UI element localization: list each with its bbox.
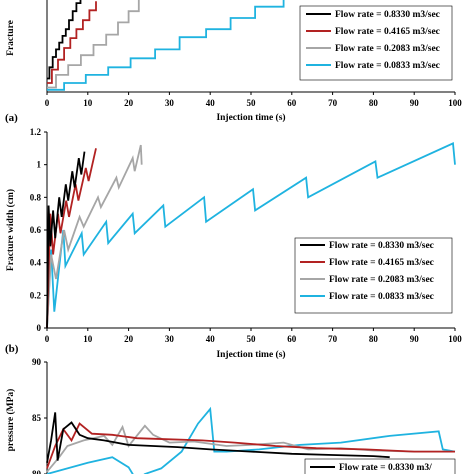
- panel-a-x-label: Injection time (s): [216, 112, 285, 123]
- legend-entry-label: Flow rate = 0.2083 m3/sec: [329, 275, 434, 285]
- series-line-cyan: [46, 406, 456, 474]
- x-tick-label: 30: [165, 98, 175, 108]
- x-tick-label: 50: [247, 334, 257, 344]
- series-line-gray: [47, 0, 140, 89]
- x-tick-label: 70: [328, 98, 338, 108]
- x-tick-label: 10: [83, 334, 93, 344]
- y-tick-label: 90: [32, 357, 42, 367]
- series-line-red: [46, 422, 455, 469]
- series-line-black: [46, 151, 86, 329]
- x-tick-label: 0: [45, 98, 50, 108]
- panel-b-y-label: Fracture width (cm): [5, 189, 16, 271]
- x-tick-label: 60: [287, 98, 297, 108]
- panel-c-legend: [304, 458, 456, 474]
- x-tick-label: 90: [410, 98, 420, 108]
- series-line-red: [46, 148, 97, 329]
- y-tick-label: 0.8: [30, 192, 42, 202]
- y-tick-label: 1.2: [30, 127, 42, 137]
- panel-c-y-label: pressure (MPa): [5, 389, 16, 452]
- panel-b-x-label: Injection time (s): [216, 349, 285, 360]
- legend-entry-label: Flow rate = 0.4165 m3/sec: [335, 27, 440, 37]
- y-tick-label: 0.6: [30, 225, 42, 235]
- series-line-gray: [46, 144, 143, 329]
- panel-b-legend: [294, 237, 453, 314]
- panel-b-tag: (b): [5, 343, 19, 355]
- panel-a-y-label: Fracture: [6, 20, 16, 56]
- y-tick-label: 85: [32, 413, 42, 423]
- x-tick-label: 50: [247, 98, 257, 108]
- x-tick-label: 30: [165, 334, 175, 344]
- x-tick-label: 100: [448, 334, 462, 344]
- series-line-cyan: [46, 142, 456, 329]
- x-tick-label: 60: [287, 334, 297, 344]
- panel-a-tag: (a): [5, 112, 18, 124]
- series-line-black: [46, 412, 390, 463]
- x-tick-label: 100: [448, 98, 462, 108]
- legend-entry-label: Flow rate = 0.8330 m3/sec: [329, 241, 434, 251]
- legend-entry-label: Flow rate = 0.4165 m3/sec: [329, 258, 434, 268]
- series-line-black: [47, 0, 82, 80]
- x-tick-label: 80: [369, 98, 379, 108]
- x-tick-label: 20: [124, 98, 134, 108]
- x-tick-label: 80: [369, 334, 379, 344]
- x-tick-label: 20: [124, 334, 134, 344]
- x-tick-label: 40: [206, 334, 216, 344]
- legend-entry-label: Flow rate = 0.8330 m3/sec: [335, 10, 440, 20]
- legend-entry-label: Flow rate = 0.8330 m3/: [339, 463, 432, 473]
- series-line-cyan: [47, 0, 285, 91]
- panel-b: 0 10 20 30 40 50 60 70 80 90 100 0 0.2 0.4 0.6 0.8 1 1.2…: [5, 127, 462, 360]
- y-tick-label: 0: [37, 323, 42, 333]
- legend-entry-label: Flow rate = 0.2083 m3/sec: [335, 44, 440, 54]
- x-tick-label: 10: [83, 98, 93, 108]
- y-tick-label: 0.2: [30, 290, 42, 300]
- panel-c: 80 85 90 pressure (MPa) Flow rate = 0.8330…: [5, 357, 456, 474]
- x-tick-label: 70: [328, 334, 338, 344]
- x-tick-label: 40: [206, 98, 216, 108]
- x-tick-label: 90: [410, 334, 420, 344]
- x-tick-label: 0: [45, 334, 50, 344]
- y-tick-label: 1: [37, 160, 42, 170]
- legend-entry-label: Flow rate = 0.0833 m3/sec: [335, 61, 440, 71]
- panel-a: 0 10 20 30 40 50 60 70 80 90 100 Fracture Injectio…: [5, 0, 462, 124]
- y-tick-label: 0.4: [30, 258, 42, 268]
- panel-a-legend: [299, 5, 453, 81]
- y-tick-label: 80: [32, 469, 42, 474]
- series-line-red: [47, 1, 97, 84]
- legend-entry-label: Flow rate = 0.0833 m3/sec: [329, 292, 434, 302]
